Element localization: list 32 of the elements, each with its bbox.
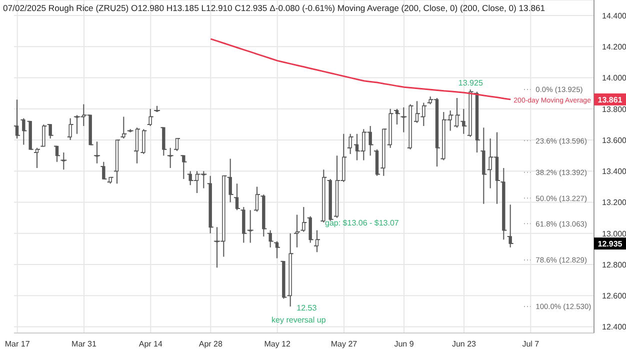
x-tick-label: Jun 9 (394, 340, 414, 349)
text: 13.861 (598, 95, 623, 104)
y-tick-label: 12.600 (602, 291, 626, 300)
chart-title: 07/02/2025 Rough Rice (ZRU25) O12.980 H13.185 L12.910 C12.935 Δ-0.080 (-0.61%) Moving Average (200, Close, 0) (200, Close, 0) 13.861 (3, 3, 546, 13)
x-tick-label: Jul 7 (522, 340, 540, 349)
text: 12.935 (598, 240, 623, 249)
annotation: 12.53 (296, 304, 318, 313)
candlestick (408, 104, 412, 150)
x-tick-label: Mar 31 (72, 340, 97, 349)
line-series (210, 38, 512, 100)
y-tick-label: 13.800 (602, 104, 626, 114)
x-tick-label: Apr 28 (198, 340, 223, 349)
x-tick-label: Jun 23 (452, 340, 477, 349)
candlestick (282, 260, 286, 300)
y-tick-label: 13.000 (602, 229, 626, 238)
candlestick (88, 114, 92, 146)
x-tick-label: Apr 14 (138, 340, 163, 349)
candlestick (28, 120, 32, 150)
x-tick-label: Mar 17 (4, 340, 30, 349)
y-tick-label: 14.200 (602, 42, 626, 52)
x-tick-label: May 12 (264, 340, 291, 349)
annotation: gap: $13.06 - $13.07 (325, 218, 400, 228)
y-tick-label: 13.600 (602, 136, 626, 145)
y-tick-label: 14.400 (602, 11, 626, 20)
y-tick-label: 12.800 (602, 260, 626, 270)
y-tick-label: 12.400 (602, 322, 626, 332)
y-tick-label: 13.400 (602, 167, 626, 176)
annotation: 13.925 (458, 78, 484, 88)
y-tick-label: 13.200 (602, 198, 626, 208)
y-tick-label: 14.000 (602, 74, 626, 83)
annotation: key reversal up (272, 316, 326, 325)
x-tick-label: May 27 (330, 340, 358, 349)
